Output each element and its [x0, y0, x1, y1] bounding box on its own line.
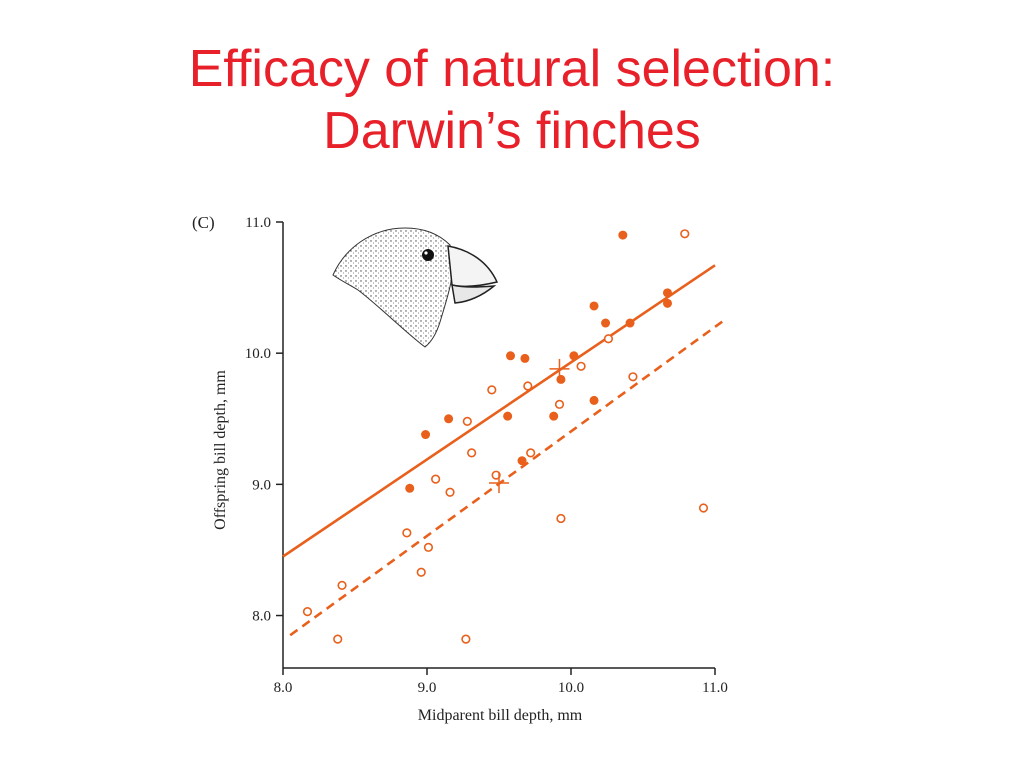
slide-title-line-1: Efficacy of natural selection:: [188, 40, 836, 98]
data-point: [444, 414, 454, 424]
data-point: [445, 487, 455, 497]
data-point: [462, 416, 472, 426]
data-point: [554, 399, 565, 409]
data-point: [461, 634, 471, 644]
data-point: [405, 483, 415, 493]
data-point: [628, 372, 638, 382]
y-tick-label: 10.0: [245, 346, 271, 362]
data-point: [589, 395, 599, 405]
data-point: [503, 411, 513, 421]
data-point: [487, 385, 497, 395]
data-point: [549, 411, 559, 421]
data-point: [556, 513, 566, 524]
trend-lines: [282, 264, 723, 637]
x-tick-label: 9.0: [418, 680, 437, 696]
trend-line-2: [289, 320, 723, 637]
data-point: [423, 542, 434, 552]
mean-marker-2: [489, 473, 509, 494]
panel-label: (C): [192, 213, 215, 232]
x-axis-label: Midparent bill depth, mm: [418, 707, 583, 724]
x-tick-label: 11.0: [702, 680, 728, 696]
data-point: [520, 353, 530, 363]
data-point: [491, 470, 501, 480]
data-point: [416, 567, 426, 577]
y-tick-label: 11.0: [245, 215, 271, 231]
data-point: [569, 351, 579, 361]
data-point: [556, 374, 566, 384]
y-tick-label: 9.0: [252, 477, 271, 493]
finch-head-illustration: [332, 227, 499, 348]
y-tick-label: 8.0: [252, 609, 271, 625]
data-point: [618, 230, 628, 240]
data-point: [576, 361, 586, 371]
data-point: [662, 298, 672, 308]
data-point: [698, 503, 709, 513]
data-point: [680, 229, 690, 239]
data-point: [662, 288, 672, 298]
slide-title: Efficacy of natural selection: Darwin’s …: [0, 38, 1024, 162]
data-point: [589, 301, 599, 311]
data-points: [302, 229, 709, 644]
data-point: [302, 606, 313, 617]
trend-line-1: [282, 264, 716, 558]
axes: 8.0 9.0 10.0 11.0 8.0 9.0 10.0 11.0: [245, 215, 728, 696]
data-point: [603, 334, 614, 344]
data-point: [625, 318, 635, 328]
data-point: [506, 351, 516, 361]
data-point: [421, 430, 431, 440]
slide-title-line-2: Darwin’s finches: [323, 102, 701, 160]
data-point: [601, 318, 611, 328]
data-point: [526, 448, 536, 458]
y-axis-label: Offspring bill depth, mm: [212, 370, 229, 530]
data-point: [517, 456, 527, 466]
data-point: [402, 528, 412, 538]
data-point: [431, 474, 441, 484]
x-tick-label: 8.0: [274, 680, 293, 696]
data-point: [337, 580, 347, 590]
data-point: [333, 634, 343, 644]
data-point: [467, 448, 477, 458]
data-point: [523, 381, 533, 391]
mean-marker-1: [549, 358, 570, 379]
x-tick-label: 10.0: [558, 680, 584, 696]
